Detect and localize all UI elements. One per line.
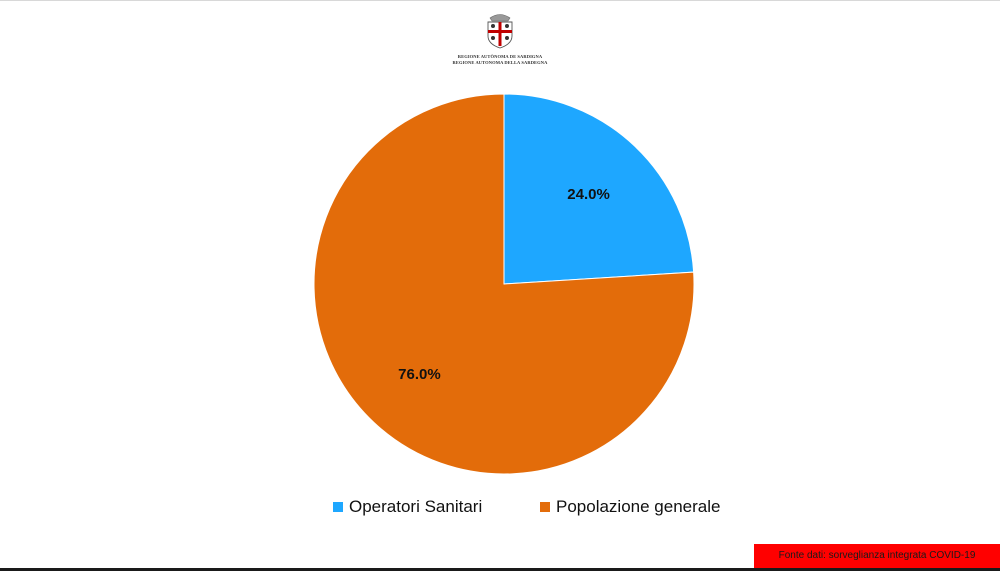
top-border (0, 0, 1000, 1)
legend-label: Operatori Sanitari (349, 497, 483, 516)
pie-slice-operatori-sanitari (503, 93, 695, 285)
chart-legend: Operatori Sanitari Popolazione generale (0, 496, 1000, 518)
pie-slice-popolazione-generale (313, 93, 695, 475)
logo-caption-sardinian: REGIONE AUTÒNOMA DE SARDIGNA (457, 54, 543, 59)
legend-swatch (540, 502, 550, 512)
legend-swatch (333, 502, 343, 512)
region-logo: REGIONE AUTÒNOMA DE SARDIGNA REGIONE AUT… (440, 10, 560, 70)
data-label-operatori-sanitari: 24.0% (567, 186, 610, 203)
data-source-note: Fonte dati: sorveglianza integrata COVID… (754, 544, 1000, 568)
data-label-popolazione-generale: 76.0% (398, 366, 441, 383)
legend-label: Popolazione generale (556, 497, 721, 516)
logo-caption-italian: REGIONE AUTONOMA DELLA SARDEGNA (452, 60, 548, 65)
coat-of-arms-icon (487, 14, 513, 49)
bottom-border (0, 568, 1000, 571)
